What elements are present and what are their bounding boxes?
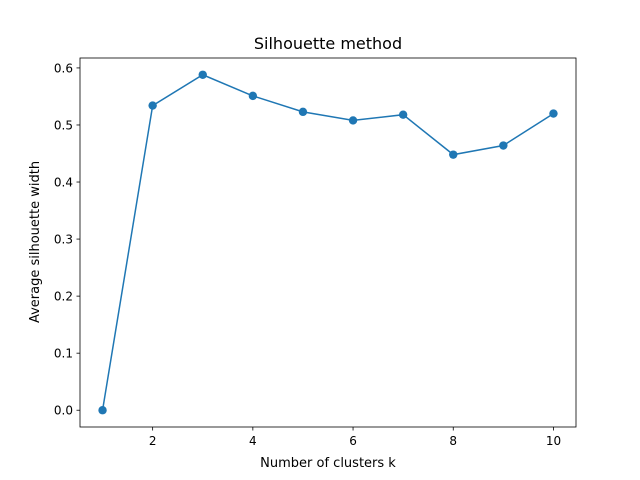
x-axis-ticks: 2 4 6 8 10 [149,427,561,448]
y-axis-label: Average silhouette width [28,161,43,323]
data-point [248,91,258,101]
plot-area: 2 4 6 8 10 0.0 0.1 0.2 0.3 0.4 0.5 0.6 [54,57,577,448]
series-markers [98,70,558,415]
y-tick-label: 0.3 [54,233,73,247]
data-point [449,150,458,159]
data-point [98,406,107,415]
y-tick-label: 0.4 [54,176,73,190]
y-tick-label: 0.1 [54,347,73,361]
data-point [148,101,157,110]
x-tick-label: 4 [249,434,257,448]
x-tick-label: 10 [546,434,561,448]
data-point [198,70,207,79]
y-tick-label: 0.0 [54,404,73,418]
data-point [499,141,508,150]
data-point [348,116,358,125]
x-tick-label: 6 [349,434,357,448]
y-tick-label: 0.6 [54,61,73,75]
axes-frame [79,57,577,428]
y-axis-ticks: 0.0 0.1 0.2 0.3 0.4 0.5 0.6 [54,61,80,418]
chart-title: Silhouette method [254,34,402,53]
data-point [398,110,408,119]
x-tick-label: 8 [449,434,457,448]
y-tick-label: 0.2 [54,290,73,304]
y-tick-label: 0.5 [54,118,73,132]
x-tick-label: 2 [149,434,157,448]
series-line [101,73,554,411]
data-point [298,107,308,117]
x-axis-label: Number of clusters k [260,456,396,471]
data-point [549,109,558,118]
